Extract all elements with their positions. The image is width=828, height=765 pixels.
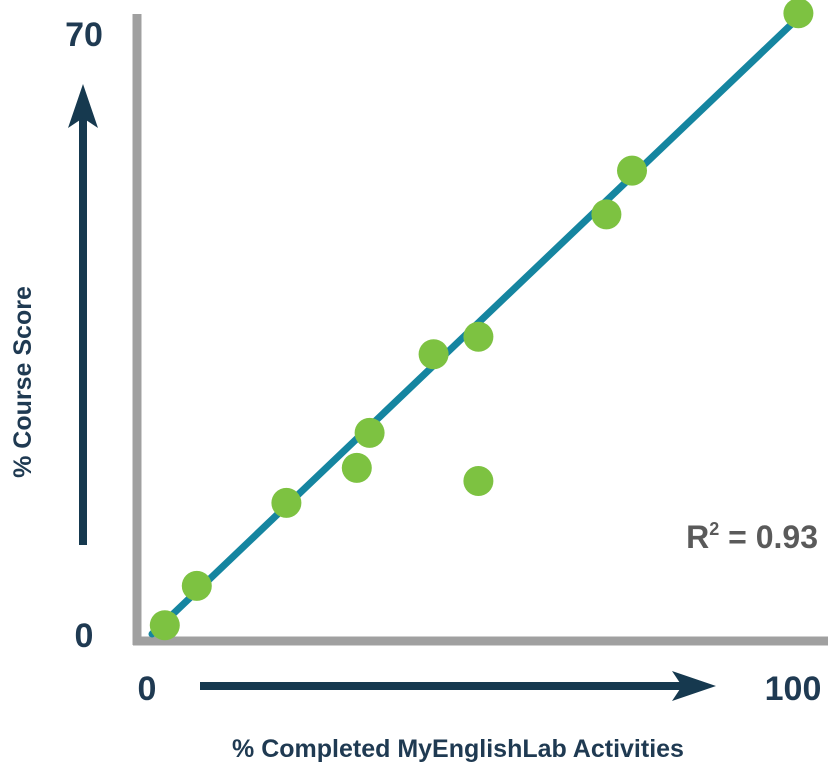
y-arrow-head (68, 84, 98, 128)
r-squared-base: R (686, 519, 709, 555)
r-squared-value: = 0.93 (719, 519, 818, 555)
x-tick-label-min: 0 (138, 670, 157, 708)
r-squared-superscript: 2 (709, 519, 719, 539)
y-axis-title: % Course Score (9, 286, 37, 478)
y-tick-label-max: 70 (65, 16, 103, 54)
data-point-7 (463, 321, 494, 352)
r-squared-annotation: R2 = 0.93 (686, 519, 818, 555)
data-point-1 (149, 610, 180, 641)
data-point-2 (181, 570, 212, 601)
x-axis-title: % Completed MyEnglishLab Activities (232, 735, 684, 763)
data-point-9 (591, 199, 622, 230)
data-point-3 (271, 487, 302, 518)
data-point-4 (341, 452, 372, 483)
data-point-11 (783, 0, 814, 29)
x-arrow-head (672, 671, 716, 701)
y-tick-label-min: 0 (75, 617, 94, 655)
data-point-10 (617, 155, 647, 186)
data-point-8 (463, 466, 494, 496)
data-points (149, 0, 814, 641)
data-point-5 (354, 417, 385, 448)
data-point-6 (418, 339, 449, 370)
x-tick-label-max: 100 (765, 670, 822, 708)
